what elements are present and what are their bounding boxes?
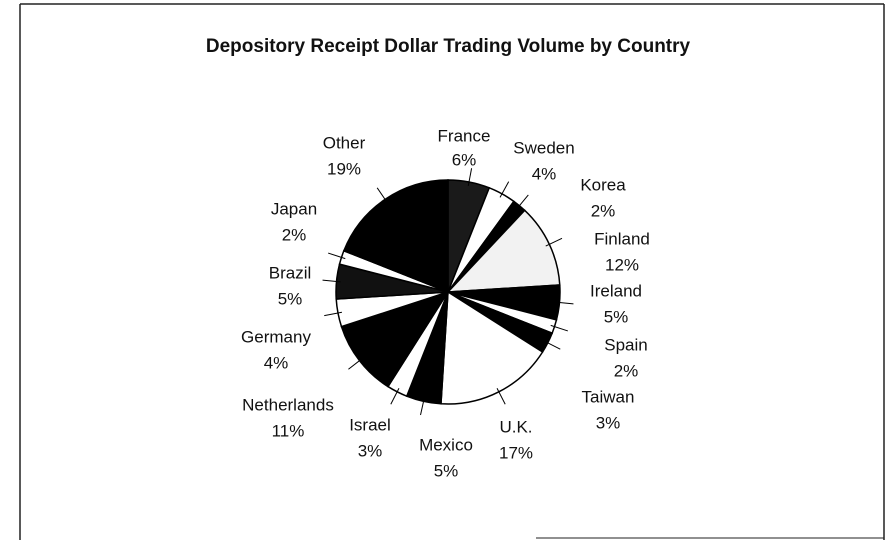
- slice-value-label: 4%: [532, 164, 557, 183]
- slice-label: Netherlands: [242, 395, 334, 414]
- slice-value-label: 5%: [604, 307, 629, 326]
- slice-label: U.K.: [499, 417, 532, 436]
- leader-line: [499, 181, 510, 198]
- slice-label: Brazil: [269, 263, 312, 282]
- slice-value-label: 2%: [591, 201, 616, 220]
- leader-line: [555, 301, 574, 305]
- slice-label: Spain: [604, 335, 647, 354]
- leader-line: [376, 187, 388, 203]
- leader-line: [550, 324, 568, 332]
- leader-line: [328, 252, 346, 260]
- slice-value-label: 11%: [272, 421, 305, 440]
- slice-label: Ireland: [590, 281, 642, 300]
- slice-label: Israel: [349, 415, 391, 434]
- leader-line: [324, 311, 343, 317]
- slice-value-label: 2%: [614, 361, 639, 380]
- slice-value-label: 6%: [452, 150, 477, 169]
- leader-line: [467, 168, 473, 187]
- leader-line: [348, 357, 363, 370]
- slice-label: Japan: [271, 199, 317, 218]
- slice-label: Korea: [580, 175, 626, 194]
- slice-value-label: 4%: [264, 353, 289, 372]
- slice-value-label: 17%: [499, 443, 533, 462]
- slice-label: France: [438, 126, 491, 145]
- slice-value-label: 5%: [434, 461, 459, 480]
- slice-label: Germany: [241, 327, 311, 346]
- leader-line: [390, 388, 400, 405]
- slice-value-label: 19%: [327, 159, 361, 178]
- slice-label: Other: [323, 133, 366, 152]
- slice-value-label: 5%: [278, 289, 303, 308]
- slice-value-label: 2%: [282, 225, 307, 244]
- leader-line: [496, 388, 506, 405]
- slice-value-label: 3%: [358, 441, 383, 460]
- leader-line: [322, 279, 341, 283]
- chart-title: Depository Receipt Dollar Trading Volume…: [206, 36, 691, 57]
- leader-line: [516, 194, 529, 210]
- slice-label: Finland: [594, 229, 650, 248]
- slice-label: Mexico: [419, 435, 473, 454]
- leader-line: [545, 237, 563, 247]
- slice-label: Taiwan: [582, 387, 635, 406]
- slice-value-label: 3%: [596, 413, 621, 432]
- slice-value-label: 12%: [605, 255, 639, 274]
- leader-line: [420, 397, 425, 416]
- leader-line: [544, 340, 561, 350]
- slice-label: Sweden: [513, 138, 574, 157]
